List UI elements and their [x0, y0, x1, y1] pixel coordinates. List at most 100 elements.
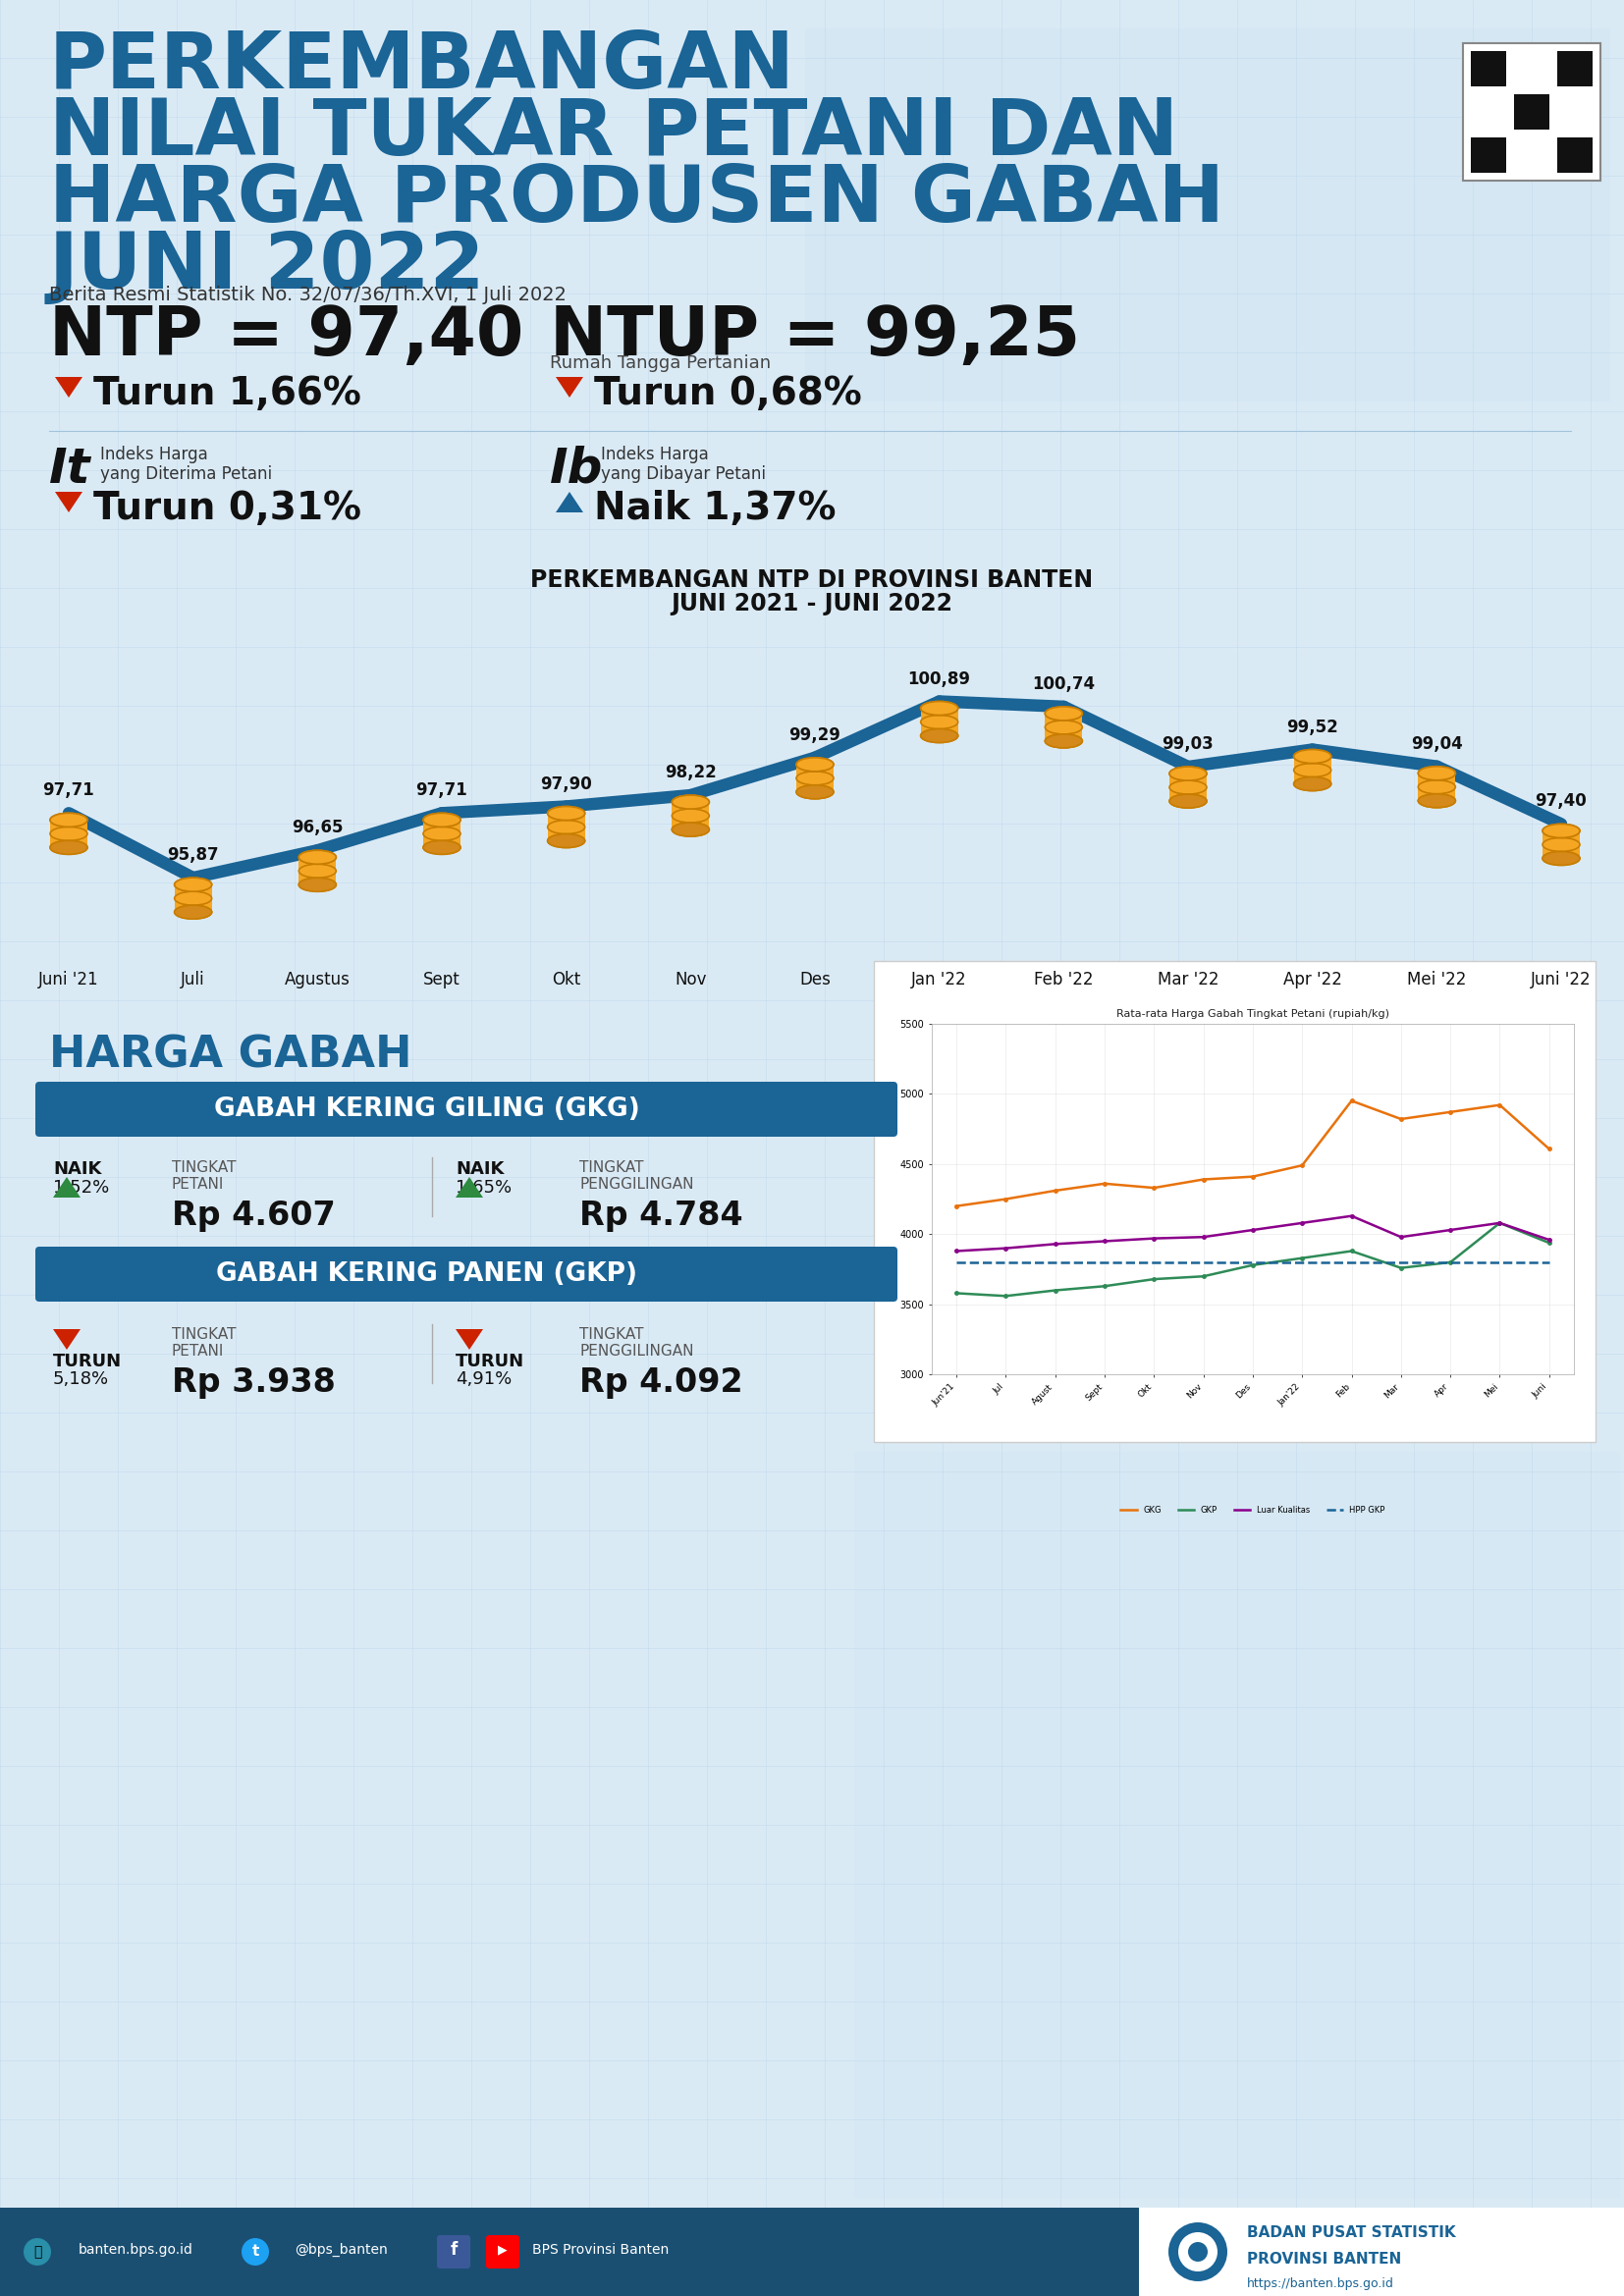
Circle shape: [24, 2239, 50, 2266]
Ellipse shape: [174, 877, 211, 891]
Text: Agustus: Agustus: [284, 971, 351, 990]
FancyBboxPatch shape: [1138, 2209, 1624, 2296]
Circle shape: [1179, 2232, 1218, 2271]
Ellipse shape: [672, 794, 710, 808]
Circle shape: [1168, 2223, 1228, 2282]
Text: Rumah Tangga Pertanian: Rumah Tangga Pertanian: [551, 354, 771, 372]
Text: PETANI: PETANI: [172, 1178, 224, 1192]
Text: 97,90: 97,90: [541, 776, 593, 792]
FancyBboxPatch shape: [547, 813, 585, 840]
FancyBboxPatch shape: [1463, 44, 1600, 181]
FancyBboxPatch shape: [1557, 138, 1593, 172]
Ellipse shape: [424, 840, 461, 854]
Text: TINGKAT: TINGKAT: [580, 1327, 643, 1341]
Text: Apr '22: Apr '22: [1283, 971, 1341, 990]
Ellipse shape: [1169, 794, 1207, 808]
Text: PERKEMBANGAN NTP DI PROVINSI BANTEN: PERKEMBANGAN NTP DI PROVINSI BANTEN: [531, 569, 1093, 592]
Text: 99,03: 99,03: [1163, 735, 1215, 753]
Text: ▶: ▶: [499, 2243, 507, 2257]
Ellipse shape: [921, 700, 958, 714]
Ellipse shape: [424, 813, 461, 827]
Ellipse shape: [1044, 707, 1082, 721]
Text: JUNI 2021 - JUNI 2022: JUNI 2021 - JUNI 2022: [671, 592, 953, 615]
Ellipse shape: [50, 840, 88, 854]
Text: f: f: [450, 2241, 458, 2259]
Ellipse shape: [1169, 794, 1207, 808]
Text: 99,04: 99,04: [1411, 735, 1463, 753]
FancyBboxPatch shape: [1514, 94, 1549, 129]
Ellipse shape: [1169, 767, 1207, 781]
FancyBboxPatch shape: [874, 962, 1595, 1442]
Text: PETANI: PETANI: [172, 1343, 224, 1359]
Text: Turun 0,31%: Turun 0,31%: [93, 489, 361, 528]
Ellipse shape: [299, 877, 336, 891]
Ellipse shape: [1418, 781, 1455, 794]
Ellipse shape: [1543, 852, 1580, 866]
FancyBboxPatch shape: [1471, 51, 1505, 87]
Circle shape: [242, 2239, 270, 2266]
Polygon shape: [456, 1178, 482, 1199]
Text: banten.bps.go.id: banten.bps.go.id: [78, 2243, 193, 2257]
Text: PERKEMBANGAN: PERKEMBANGAN: [49, 28, 796, 106]
Text: Ib: Ib: [551, 445, 603, 494]
Ellipse shape: [1169, 781, 1207, 794]
Text: HARGA GABAH: HARGA GABAH: [49, 1035, 412, 1077]
Ellipse shape: [1294, 762, 1332, 776]
Text: PENGGILINGAN: PENGGILINGAN: [580, 1343, 693, 1359]
Ellipse shape: [796, 785, 833, 799]
Text: Jan '22: Jan '22: [911, 971, 968, 990]
FancyBboxPatch shape: [1044, 714, 1082, 742]
Text: Turun 0,68%: Turun 0,68%: [594, 374, 862, 413]
FancyBboxPatch shape: [1543, 831, 1580, 859]
Text: NAIK: NAIK: [54, 1159, 101, 1178]
Text: NTP = 97,40: NTP = 97,40: [49, 303, 523, 370]
Text: Indeks Harga: Indeks Harga: [601, 445, 708, 464]
Ellipse shape: [796, 758, 833, 771]
Ellipse shape: [672, 794, 710, 808]
FancyBboxPatch shape: [299, 856, 336, 884]
Ellipse shape: [672, 822, 710, 836]
Ellipse shape: [1418, 794, 1455, 808]
Text: Juli: Juli: [180, 971, 205, 990]
Ellipse shape: [921, 714, 958, 728]
Ellipse shape: [1418, 794, 1455, 808]
Ellipse shape: [1294, 748, 1332, 762]
FancyBboxPatch shape: [672, 801, 710, 829]
Ellipse shape: [424, 840, 461, 854]
Text: Juni '21: Juni '21: [39, 971, 99, 990]
Text: Berita Resmi Statistik No. 32/07/36/Th.XVI, 1 Juli 2022: Berita Resmi Statistik No. 32/07/36/Th.X…: [49, 285, 567, 305]
Text: yang Dibayar Petani: yang Dibayar Petani: [601, 466, 767, 482]
Text: Rp 4.092: Rp 4.092: [580, 1366, 742, 1398]
Ellipse shape: [299, 863, 336, 877]
Text: TINGKAT: TINGKAT: [580, 1159, 643, 1176]
Text: NILAI TUKAR PETANI DAN: NILAI TUKAR PETANI DAN: [49, 94, 1179, 172]
Text: JUNI 2022: JUNI 2022: [49, 230, 486, 305]
Text: Mar '22: Mar '22: [1158, 971, 1218, 990]
Text: 97,40: 97,40: [1535, 792, 1587, 810]
Text: yang Diterima Petani: yang Diterima Petani: [101, 466, 273, 482]
FancyBboxPatch shape: [1471, 138, 1505, 172]
Text: Nov: Nov: [674, 971, 706, 990]
Text: Rp 3.938: Rp 3.938: [172, 1366, 336, 1398]
Text: Mei '22: Mei '22: [1406, 971, 1466, 990]
Ellipse shape: [174, 891, 211, 905]
Ellipse shape: [50, 840, 88, 854]
Text: Okt: Okt: [552, 971, 580, 990]
Text: Des: Des: [799, 971, 830, 990]
Ellipse shape: [1294, 748, 1332, 762]
Ellipse shape: [50, 813, 88, 827]
Text: TURUN: TURUN: [54, 1352, 122, 1371]
Ellipse shape: [1044, 721, 1082, 735]
Text: Rp 4.607: Rp 4.607: [172, 1199, 336, 1233]
Text: 100,74: 100,74: [1033, 675, 1095, 693]
Ellipse shape: [1543, 852, 1580, 866]
Ellipse shape: [672, 808, 710, 822]
Text: 95,87: 95,87: [167, 847, 219, 863]
Ellipse shape: [796, 758, 833, 771]
Title: Rata-rata Harga Gabah Tingkat Petani (rupiah/kg): Rata-rata Harga Gabah Tingkat Petani (ru…: [1116, 1008, 1389, 1019]
Ellipse shape: [1044, 735, 1082, 748]
FancyBboxPatch shape: [36, 1081, 898, 1137]
Text: GABAH KERING PANEN (GKP): GABAH KERING PANEN (GKP): [216, 1261, 638, 1286]
Text: 5,18%: 5,18%: [54, 1371, 109, 1389]
Text: 🌐: 🌐: [32, 2245, 42, 2259]
